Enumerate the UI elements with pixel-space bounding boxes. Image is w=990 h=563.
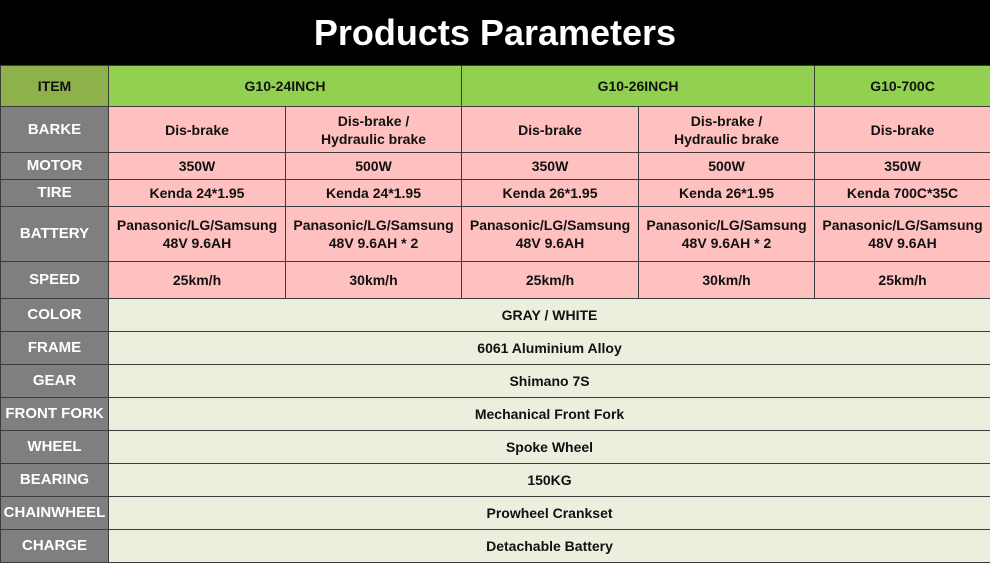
battery-cell: Panasonic/LG/Samsung 48V 9.6AH * 2 (639, 207, 815, 262)
speed-cell: 30km/h (639, 262, 815, 299)
row-label-wheel: WHEEL (1, 431, 109, 464)
row-label-brake: BARKE (1, 107, 109, 153)
row-label-battery: BATTERY (1, 207, 109, 262)
table-row-motor: MOTOR 350W 500W 350W 500W 350W (1, 153, 990, 180)
frame-value: 6061 Aluminium Alloy (109, 332, 990, 365)
row-label-chainwheel: CHAINWHEEL (1, 497, 109, 530)
tire-cell: Kenda 24*1.95 (109, 180, 286, 207)
color-value: GRAY / WHITE (109, 299, 990, 332)
brake-cell: Dis-brake / Hydraulic brake (286, 107, 462, 153)
brake-cell: Dis-brake (462, 107, 639, 153)
table-row-chainwheel: CHAINWHEEL Prowheel Crankset (1, 497, 990, 530)
row-label-front-fork: FRONT FORK (1, 398, 109, 431)
row-label-charge: CHARGE (1, 530, 109, 563)
motor-cell: 500W (639, 153, 815, 180)
tire-cell: Kenda 24*1.95 (286, 180, 462, 207)
bearing-value: 150KG (109, 464, 990, 497)
motor-cell: 350W (815, 153, 990, 180)
brake-cell: Dis-brake (815, 107, 990, 153)
table-row-tire: TIRE Kenda 24*1.95 Kenda 24*1.95 Kenda 2… (1, 180, 990, 207)
table-row-front-fork: FRONT FORK Mechanical Front Fork (1, 398, 990, 431)
row-label-bearing: BEARING (1, 464, 109, 497)
front-fork-value: Mechanical Front Fork (109, 398, 990, 431)
table-row-battery: BATTERY Panasonic/LG/Samsung 48V 9.6AH P… (1, 207, 990, 262)
speed-cell: 25km/h (109, 262, 286, 299)
page-title: Products Parameters (0, 0, 990, 65)
tire-cell: Kenda 26*1.95 (462, 180, 639, 207)
header-model-g10-24inch: G10-24INCH (109, 66, 462, 107)
table-row-color: COLOR GRAY / WHITE (1, 299, 990, 332)
motor-cell: 350W (109, 153, 286, 180)
motor-cell: 500W (286, 153, 462, 180)
charge-value: Detachable Battery (109, 530, 990, 563)
row-label-speed: SPEED (1, 262, 109, 299)
brake-cell: Dis-brake / Hydraulic brake (639, 107, 815, 153)
battery-cell: Panasonic/LG/Samsung 48V 9.6AH (109, 207, 286, 262)
header-row: ITEM G10-24INCH G10-26INCH G10-700C (1, 66, 990, 107)
table-row-wheel: WHEEL Spoke Wheel (1, 431, 990, 464)
speed-cell: 25km/h (462, 262, 639, 299)
battery-cell: Panasonic/LG/Samsung 48V 9.6AH (462, 207, 639, 262)
battery-cell: Panasonic/LG/Samsung 48V 9.6AH * 2 (286, 207, 462, 262)
header-item: ITEM (1, 66, 109, 107)
table-row-speed: SPEED 25km/h 30km/h 25km/h 30km/h 25km/h (1, 262, 990, 299)
parameters-table: ITEM G10-24INCH G10-26INCH G10-700C BARK… (0, 65, 990, 563)
table-row-gear: GEAR Shimano 7S (1, 365, 990, 398)
table-row-brake: BARKE Dis-brake Dis-brake / Hydraulic br… (1, 107, 990, 153)
speed-cell: 30km/h (286, 262, 462, 299)
gear-value: Shimano 7S (109, 365, 990, 398)
brake-cell: Dis-brake (109, 107, 286, 153)
motor-cell: 350W (462, 153, 639, 180)
speed-cell: 25km/h (815, 262, 990, 299)
table-row-bearing: BEARING 150KG (1, 464, 990, 497)
header-model-g10-700c: G10-700C (815, 66, 990, 107)
tire-cell: Kenda 26*1.95 (639, 180, 815, 207)
header-model-g10-26inch: G10-26INCH (462, 66, 815, 107)
wheel-value: Spoke Wheel (109, 431, 990, 464)
table-row-charge: CHARGE Detachable Battery (1, 530, 990, 563)
row-label-gear: GEAR (1, 365, 109, 398)
chainwheel-value: Prowheel Crankset (109, 497, 990, 530)
table-row-frame: FRAME 6061 Aluminium Alloy (1, 332, 990, 365)
tire-cell: Kenda 700C*35C (815, 180, 990, 207)
battery-cell: Panasonic/LG/Samsung 48V 9.6AH (815, 207, 990, 262)
row-label-tire: TIRE (1, 180, 109, 207)
row-label-motor: MOTOR (1, 153, 109, 180)
row-label-frame: FRAME (1, 332, 109, 365)
row-label-color: COLOR (1, 299, 109, 332)
